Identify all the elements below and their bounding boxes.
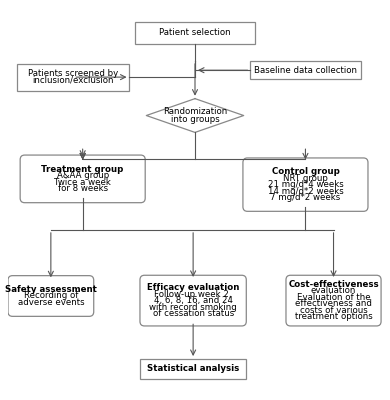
Text: Evaluation of the: Evaluation of the [297, 293, 370, 302]
Text: evaluation: evaluation [311, 286, 356, 295]
Text: Cost-effectiveness: Cost-effectiveness [288, 280, 379, 289]
Text: 7 mg/d*2 weeks: 7 mg/d*2 weeks [270, 193, 340, 202]
Text: NRT group: NRT group [283, 174, 328, 183]
Text: Twice a week: Twice a week [54, 178, 111, 187]
FancyBboxPatch shape [243, 158, 368, 211]
Text: effectiveness and: effectiveness and [295, 299, 372, 308]
Text: inclusion/exclusion: inclusion/exclusion [33, 76, 114, 85]
Text: Statistical analysis: Statistical analysis [147, 364, 239, 374]
FancyBboxPatch shape [8, 276, 94, 316]
Text: Treatment group: Treatment group [41, 164, 124, 174]
FancyBboxPatch shape [140, 359, 246, 379]
Text: adverse events: adverse events [18, 298, 84, 307]
Text: Baseline data collection: Baseline data collection [254, 66, 357, 75]
Text: with record smoking: with record smoking [149, 303, 237, 312]
Polygon shape [146, 99, 244, 132]
Text: Randomization: Randomization [163, 107, 227, 116]
Text: Follow-up week 2,: Follow-up week 2, [154, 290, 232, 298]
Text: A&AA group: A&AA group [57, 171, 109, 180]
FancyBboxPatch shape [140, 275, 246, 326]
Text: 14 mg/d*2 weeks: 14 mg/d*2 weeks [268, 187, 343, 196]
Text: Patients screened by: Patients screened by [28, 69, 119, 78]
Text: costs of various: costs of various [300, 306, 367, 315]
Text: Safety assessment: Safety assessment [5, 285, 97, 294]
Text: into groups: into groups [171, 115, 219, 124]
FancyBboxPatch shape [250, 61, 361, 80]
FancyBboxPatch shape [286, 275, 381, 326]
Text: Efficacy evaluation: Efficacy evaluation [147, 283, 239, 292]
FancyBboxPatch shape [20, 155, 145, 203]
Text: 21 mg/d*4 weeks: 21 mg/d*4 weeks [268, 180, 343, 189]
Text: Control group: Control group [271, 167, 339, 176]
Text: Recording of: Recording of [24, 292, 78, 300]
Text: for 8 weeks: for 8 weeks [58, 184, 108, 193]
FancyBboxPatch shape [17, 64, 129, 90]
Text: of cessation status: of cessation status [152, 309, 234, 318]
Text: 4, 6, 8, 16, and 24: 4, 6, 8, 16, and 24 [154, 296, 232, 305]
Text: Patient selection: Patient selection [159, 28, 231, 38]
Text: treatment options: treatment options [295, 312, 372, 322]
FancyBboxPatch shape [135, 22, 255, 44]
